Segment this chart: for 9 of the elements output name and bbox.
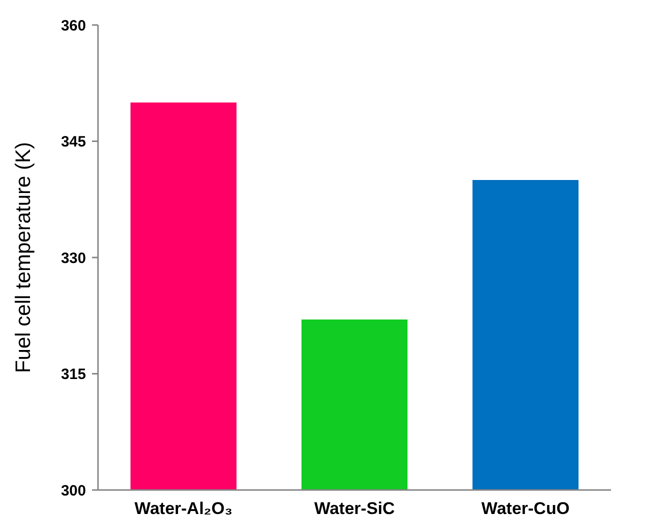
x-tick-label: Water-SiC	[314, 499, 395, 518]
y-tick-label: 300	[60, 482, 86, 500]
y-tick-label: 315	[60, 366, 86, 383]
x-tick-label: Water-CuO	[481, 499, 570, 518]
y-axis-title: Fuel cell temperature (K)	[12, 142, 35, 374]
y-tick-label: 360	[60, 17, 86, 34]
x-tick-label: Water-Al₂O₃	[134, 499, 232, 518]
y-tick-label: 330	[60, 250, 86, 267]
y-tick-label: 345	[60, 134, 86, 150]
